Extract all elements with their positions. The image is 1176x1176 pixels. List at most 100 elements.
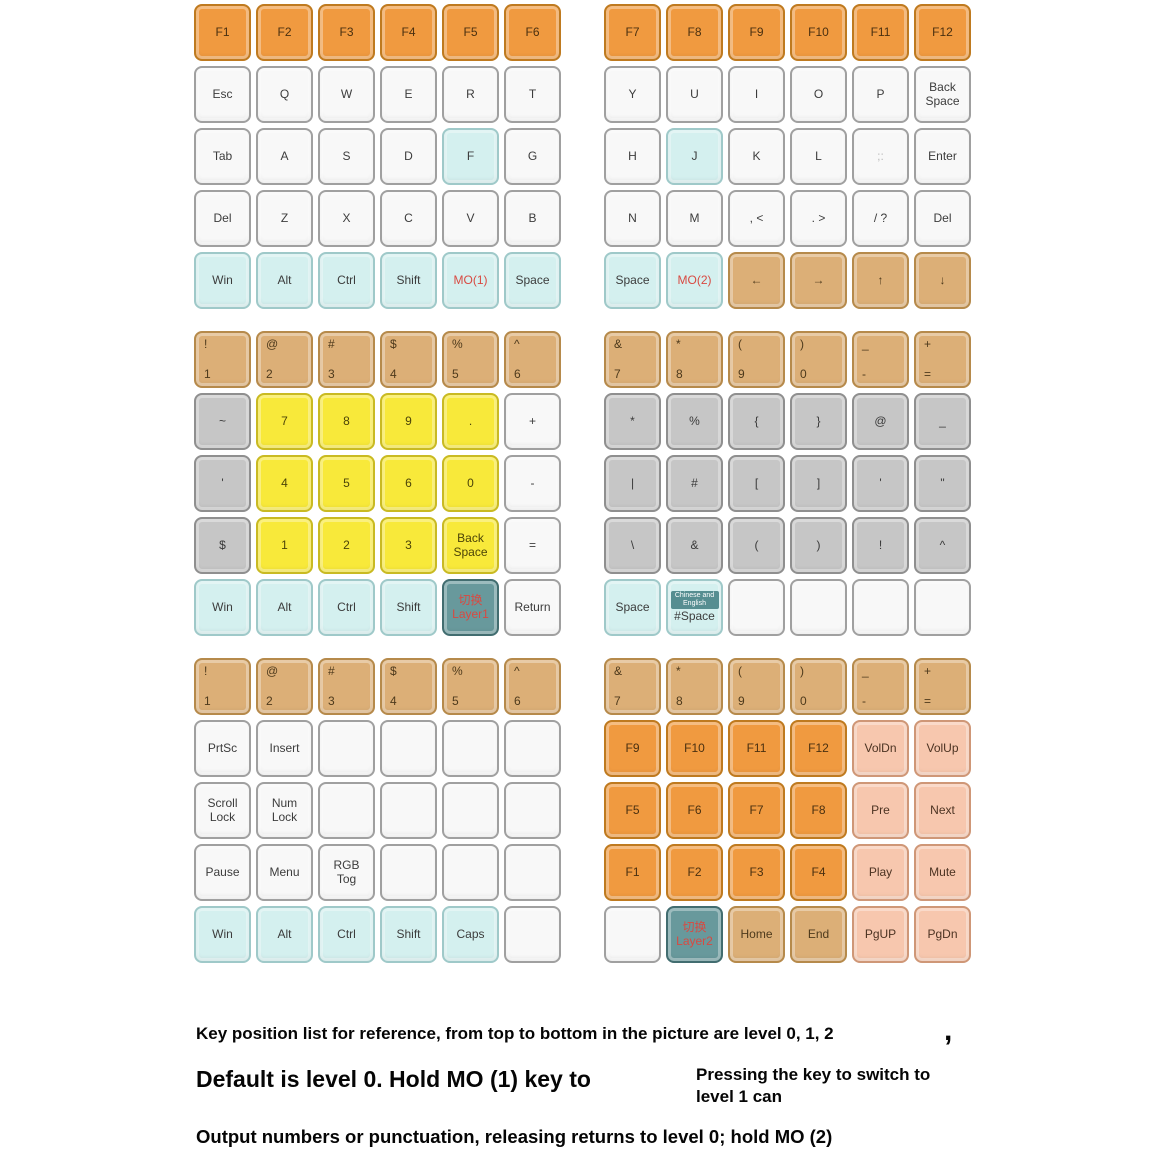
key-blank: ^ bbox=[914, 517, 971, 574]
key-f9: F9 bbox=[604, 720, 661, 777]
key-blank bbox=[442, 844, 499, 901]
key-f6: F6 bbox=[504, 4, 561, 61]
key-blank bbox=[728, 579, 785, 636]
key-blank: ( bbox=[728, 517, 785, 574]
key-blank: . > bbox=[790, 190, 847, 247]
key-return: Return bbox=[504, 579, 561, 636]
key-g: G bbox=[504, 128, 561, 185]
key-2: 2 bbox=[318, 517, 375, 574]
key-volup: VolUp bbox=[914, 720, 971, 777]
key-f3: F3 bbox=[728, 844, 785, 901]
key-rgb-tog: RGB Tog bbox=[318, 844, 375, 901]
key-shift: Shift bbox=[380, 906, 437, 963]
key-f: F bbox=[442, 128, 499, 185]
key-blank: - bbox=[504, 455, 561, 512]
key-blank: @ bbox=[852, 393, 909, 450]
key-blank: , < bbox=[728, 190, 785, 247]
key-blank: ← bbox=[728, 252, 785, 309]
key-2: @2 bbox=[256, 331, 313, 388]
key-4: $4 bbox=[380, 658, 437, 715]
key-blank: ! bbox=[852, 517, 909, 574]
key-alt: Alt bbox=[256, 579, 313, 636]
key-alt: Alt bbox=[256, 252, 313, 309]
key-8: 8 bbox=[318, 393, 375, 450]
key-blank: ↓ bbox=[914, 252, 971, 309]
key-blank: # bbox=[666, 455, 723, 512]
key-x: X bbox=[318, 190, 375, 247]
key-caps: Caps bbox=[442, 906, 499, 963]
key-3: 3 bbox=[380, 517, 437, 574]
key-blank bbox=[852, 579, 909, 636]
key-chip-label: Chinese and English bbox=[670, 590, 719, 610]
key-del: Del bbox=[194, 190, 251, 247]
key-0: 0 bbox=[442, 455, 499, 512]
key-blank bbox=[380, 782, 437, 839]
key-blank bbox=[380, 844, 437, 901]
caption-line-2-side: Pressing the key to switch to level 1 ca… bbox=[696, 1065, 931, 1107]
caption-comma: , bbox=[944, 1014, 953, 1047]
key-blank bbox=[790, 579, 847, 636]
level-0-left-keyboard: F1 F2 F3 F4 F5 F6 Esc Q W E R T Tab A S D F G Del Z X C V B Win A… bbox=[194, 4, 561, 309]
key-blank: + = bbox=[914, 331, 971, 388]
key-7: & 7 bbox=[604, 658, 661, 715]
key-3: #3 bbox=[318, 658, 375, 715]
key-ctrl: Ctrl bbox=[318, 906, 375, 963]
key-blank: & bbox=[666, 517, 723, 574]
key-f4: F4 bbox=[380, 4, 437, 61]
key-enter: Enter bbox=[914, 128, 971, 185]
key-blank: [ bbox=[728, 455, 785, 512]
key-k: K bbox=[728, 128, 785, 185]
key-9: (9 bbox=[728, 331, 785, 388]
key-q: Q bbox=[256, 66, 313, 123]
key-7: & 7 bbox=[604, 331, 661, 388]
key-prtsc: PrtSc bbox=[194, 720, 251, 777]
level-1-right-keyboard: & 7 * 8(9) 0 _ - + = *%{} @ _ | #[] ' " \ &()! ^ Space Chine… bbox=[604, 331, 971, 636]
key-blank: = bbox=[504, 517, 561, 574]
key-blank: ] bbox=[790, 455, 847, 512]
key-blank: ;: bbox=[852, 128, 909, 185]
key-0: ) 0 bbox=[790, 331, 847, 388]
key-blank: \ bbox=[604, 517, 661, 574]
key-play: Play bbox=[852, 844, 909, 901]
key-pre: Pre bbox=[852, 782, 909, 839]
key-f2: F2 bbox=[666, 844, 723, 901]
key-f6: F6 bbox=[666, 782, 723, 839]
key-b: B bbox=[504, 190, 561, 247]
key-blank: " bbox=[914, 455, 971, 512]
key-4: 4 bbox=[256, 455, 313, 512]
key-del: Del bbox=[914, 190, 971, 247]
key-m: M bbox=[666, 190, 723, 247]
key-blank bbox=[504, 906, 561, 963]
key-blank bbox=[442, 782, 499, 839]
key-e: E bbox=[380, 66, 437, 123]
key-f1: F1 bbox=[194, 4, 251, 61]
key-esc: Esc bbox=[194, 66, 251, 123]
level-2-left-keyboard: ! 1 @2 #3 $4% 5 ^ 6 PrtSc Insert Scroll Lock Num Lock… bbox=[194, 658, 561, 963]
key-f12: F12 bbox=[790, 720, 847, 777]
key-1: ! 1 bbox=[194, 658, 251, 715]
key-blank bbox=[914, 579, 971, 636]
key-num-lock: Num Lock bbox=[256, 782, 313, 839]
key-blank bbox=[604, 906, 661, 963]
key-menu: Menu bbox=[256, 844, 313, 901]
caption-line-2: Default is level 0. Hold MO (1) key to bbox=[196, 1066, 591, 1092]
key-f5: F5 bbox=[604, 782, 661, 839]
key-blank: / ? bbox=[852, 190, 909, 247]
key-t: T bbox=[504, 66, 561, 123]
key-f8: F8 bbox=[666, 4, 723, 61]
key-blank: → bbox=[790, 252, 847, 309]
key-layer1: 切换 Layer1 bbox=[442, 579, 499, 636]
caption-line-1: Key position list for reference, from to… bbox=[196, 1024, 834, 1043]
key-end: End bbox=[790, 906, 847, 963]
key-0: ) 0 bbox=[790, 658, 847, 715]
key-scroll-lock: Scroll Lock bbox=[194, 782, 251, 839]
key-blank: { bbox=[728, 393, 785, 450]
key-blank bbox=[504, 720, 561, 777]
key-y: Y bbox=[604, 66, 661, 123]
level-1-left-keyboard: ! 1 @2 #3 $4% 5 ^ 6 ~7 8 9. + ' 4 5 6 0- $1 2 3 Back Space = Wi… bbox=[194, 331, 561, 636]
key-blank: $ bbox=[194, 517, 251, 574]
key-shift: Shift bbox=[380, 579, 437, 636]
key-pgdn: PgDn bbox=[914, 906, 971, 963]
key-layer2: 切换 Layer2 bbox=[666, 906, 723, 963]
key-f7: F7 bbox=[604, 4, 661, 61]
